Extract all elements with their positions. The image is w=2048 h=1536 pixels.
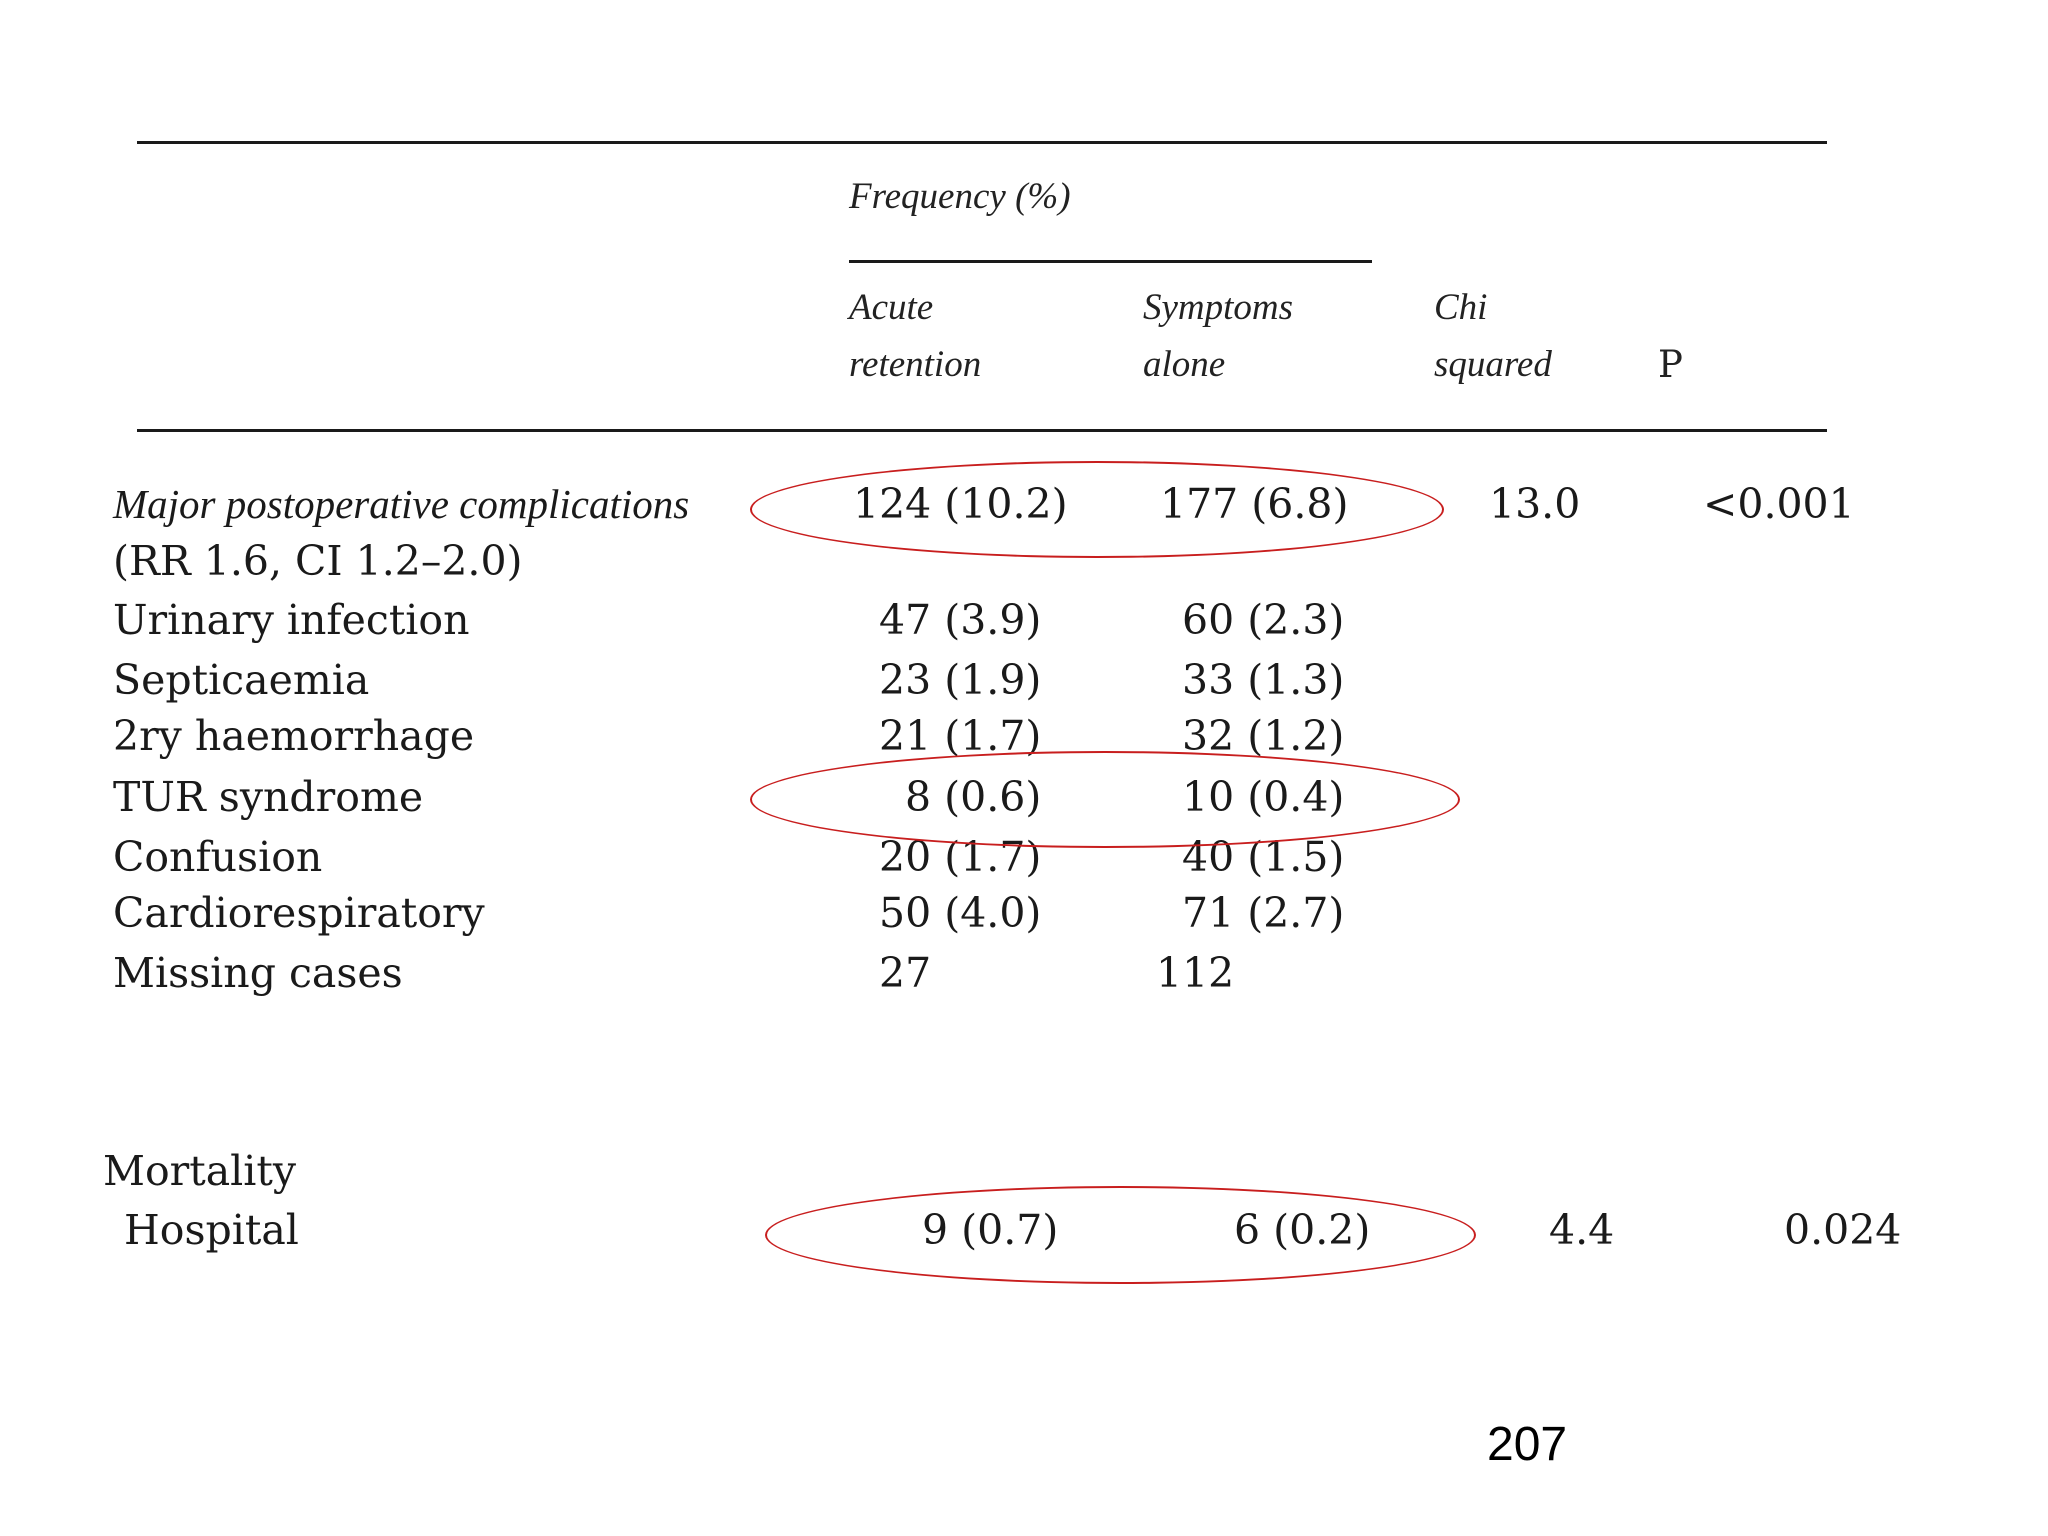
row-label-rr-ci: (RR 1.6, CI 1.2–2.0) <box>113 537 523 585</box>
row-label-major-complications: Major postoperative complications <box>113 481 690 527</box>
col-chi-line1: Chi <box>1434 287 1488 328</box>
cell-chi: 13.0 <box>1489 480 1581 528</box>
mortality-title: Mortality <box>103 1147 297 1195</box>
slide-number: 207 <box>1487 1418 1568 1471</box>
cell-symptoms: 32 (1.2) <box>1182 712 1345 760</box>
frequency-label: Frequency (%) <box>849 176 1071 217</box>
col-acute-line1: Acute <box>849 287 934 328</box>
cell-symptoms: 60 (2.3) <box>1182 596 1345 644</box>
cell-acute: 23 (1.9) <box>879 656 1042 704</box>
row-label-hospital: Hospital <box>124 1206 299 1254</box>
row-label-missing-cases: Missing cases <box>113 949 403 997</box>
row-label-secondary-haemorrhage: 2ry haemorrhage <box>113 712 475 760</box>
highlight-oval-hospital-mortality <box>765 1186 1476 1284</box>
cell-acute: 21 (1.7) <box>879 712 1042 760</box>
cell-p: <0.001 <box>1703 480 1855 528</box>
col-acute-line2: retention <box>849 344 982 385</box>
row-label-urinary-infection: Urinary infection <box>113 596 470 644</box>
col-symptoms-line2: alone <box>1143 344 1226 385</box>
col-chi-line2: squared <box>1434 344 1552 385</box>
header-bottom-rule <box>137 429 1827 432</box>
row-label-cardiorespiratory: Cardiorespiratory <box>113 889 485 937</box>
cell-p: 0.024 <box>1784 1206 1902 1254</box>
row-label-tur-syndrome: TUR syndrome <box>113 773 424 821</box>
row-label-septicaemia: Septicaemia <box>113 656 370 704</box>
top-rule <box>137 141 1827 144</box>
cell-symptoms: 112 <box>1156 949 1235 997</box>
highlight-oval-major-complications <box>750 461 1444 558</box>
cell-acute: 27 <box>879 949 932 997</box>
row-label-confusion: Confusion <box>113 833 323 881</box>
frequency-underline <box>849 260 1372 263</box>
cell-acute: 50 (4.0) <box>879 889 1042 937</box>
cell-symptoms: 33 (1.3) <box>1182 656 1345 704</box>
cell-acute: 47 (3.9) <box>879 596 1042 644</box>
cell-chi: 4.4 <box>1549 1206 1615 1254</box>
highlight-oval-tur-syndrome <box>750 751 1460 848</box>
cell-symptoms: 71 (2.7) <box>1182 889 1345 937</box>
col-symptoms-line1: Symptoms <box>1143 287 1294 328</box>
col-p: P <box>1658 343 1683 386</box>
